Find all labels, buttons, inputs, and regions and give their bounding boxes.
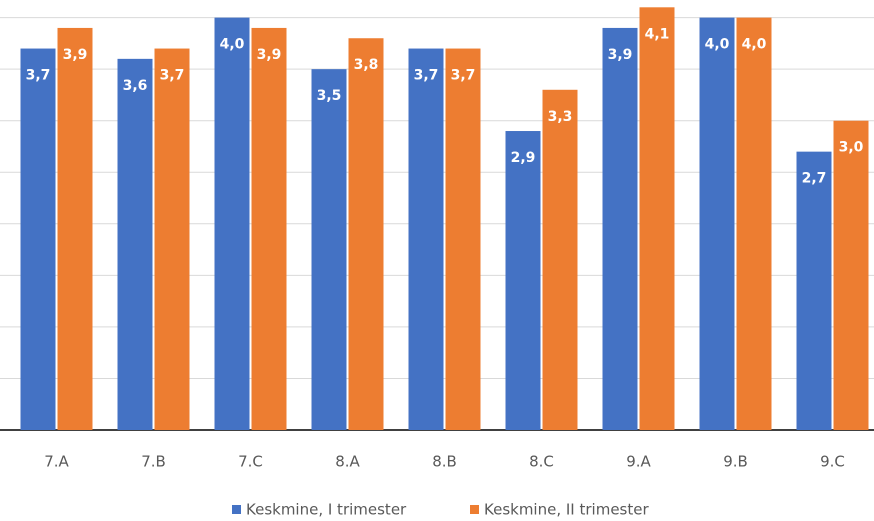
value-label: 3,9 [63,47,88,63]
value-label: 3,6 [123,78,148,94]
bar [251,27,287,431]
x-tick-label: 7.C [238,453,263,471]
value-label: 4,0 [705,37,730,53]
legend-label: Keskmine, I trimester [246,501,407,519]
bar [639,7,675,431]
x-tick-label: 8.B [432,453,457,471]
bar [214,17,250,430]
bar [20,48,56,431]
value-label: 3,8 [354,57,379,73]
value-label: 3,0 [839,140,864,156]
x-tick-label: 8.C [529,453,554,471]
bar [408,48,444,431]
x-tick-label: 9.A [626,453,651,471]
x-tick-label: 7.B [141,453,166,471]
bar [57,27,93,431]
bar [736,17,772,430]
bar [311,69,347,431]
value-label: 3,7 [451,68,476,84]
value-label: 3,3 [548,109,573,125]
bar [542,89,578,431]
value-label: 3,7 [26,68,51,84]
value-label: 3,5 [317,88,342,104]
value-label: 4,1 [645,26,670,42]
bar [796,151,832,430]
bar [602,27,638,431]
bar [833,120,869,430]
legend-swatch [470,505,479,514]
x-tick-label: 8.A [335,453,360,471]
value-label: 2,9 [511,150,536,166]
legend-swatch [232,505,241,514]
bar [505,131,541,430]
value-label: 4,0 [220,37,245,53]
value-label: 4,0 [742,37,767,53]
value-label: 3,9 [608,47,633,63]
value-label: 2,7 [802,171,827,187]
x-tick-label: 9.B [723,453,748,471]
bar [445,48,481,431]
bar [348,38,384,430]
value-label: 3,7 [414,68,439,84]
bar [154,48,190,431]
legend-label: Keskmine, II trimester [484,501,649,519]
value-label: 3,9 [257,47,282,63]
bar [117,58,153,430]
x-tick-label: 7.A [44,453,69,471]
value-label: 3,7 [160,68,185,84]
x-tick-label: 9.C [820,453,845,471]
bar [699,17,735,430]
